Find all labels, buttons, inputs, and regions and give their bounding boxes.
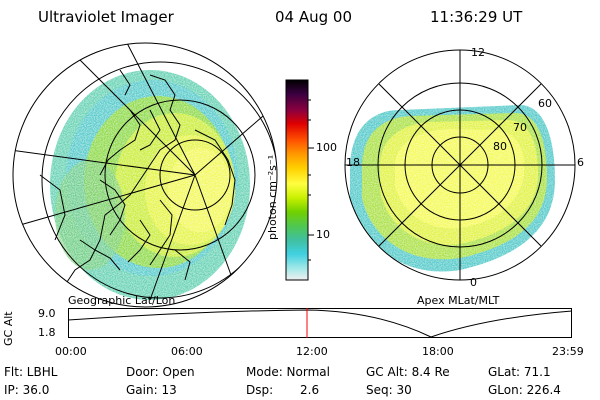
- mlt-label-18: 18: [346, 156, 360, 169]
- instrument-title: Ultraviolet Imager: [38, 8, 174, 26]
- mlat-label-70: 70: [513, 121, 527, 134]
- geographic-auroral-image: [12, 42, 278, 308]
- mlt-label-0: 0: [470, 276, 477, 289]
- time-tick-1800: 18:00: [422, 345, 454, 358]
- colorbar-unit-label: photon cm⁻²s⁻¹: [266, 154, 279, 240]
- info-ip: IP: 36.0: [4, 383, 50, 397]
- altitude-timeline-plot: [67, 308, 573, 338]
- info-gc-alt: GC Alt: 8.4 Re: [366, 365, 450, 379]
- time-tick-1200: 12:00: [296, 345, 328, 358]
- colorbar-tick-10: 10: [316, 228, 330, 241]
- info-glat: GLat: 71.1: [488, 365, 551, 379]
- right-panel-caption: Apex MLat/MLT: [417, 294, 500, 307]
- mlat-label-60: 60: [538, 97, 552, 110]
- intensity-colorbar: [285, 79, 314, 281]
- mlat-label-80: 80: [493, 140, 507, 153]
- image-time: 11:36:29 UT: [430, 8, 523, 26]
- altitude-ytick-max: 9.0: [38, 307, 56, 320]
- mlt-label-12: 12: [471, 46, 485, 59]
- info-dsp-label: Dsp:: [246, 383, 274, 397]
- info-door: Door: Open: [126, 365, 195, 379]
- info-seq: Seq: 30: [366, 383, 412, 397]
- info-dsp-value: 2.6: [300, 383, 320, 397]
- info-glon: GLon: 226.4: [488, 383, 561, 397]
- info-mode: Mode: Normal: [246, 365, 330, 379]
- time-tick-2359: 23:59: [552, 345, 584, 358]
- info-filter: Flt: LBHL: [4, 365, 58, 379]
- mlt-label-6: 6: [577, 156, 584, 169]
- time-tick-0000: 00:00: [55, 345, 87, 358]
- info-gain: Gain: 13: [126, 383, 177, 397]
- colorbar-tick-100: 100: [316, 141, 337, 154]
- time-tick-0600: 06:00: [171, 345, 203, 358]
- left-panel-caption: Geographic Lat/Lon: [68, 294, 176, 307]
- altitude-ytick-min: 1.8: [38, 326, 56, 339]
- altitude-ylabel: GC Alt: [2, 311, 15, 346]
- image-date: 04 Aug 00: [275, 8, 352, 26]
- magnetic-polar-dial: [344, 49, 576, 281]
